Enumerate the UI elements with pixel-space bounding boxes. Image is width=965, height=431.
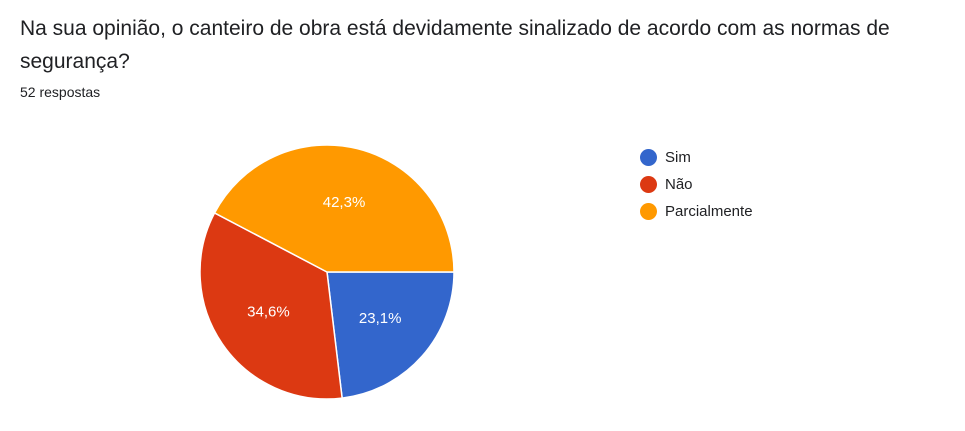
legend-item-sim[interactable]: Sim — [640, 144, 753, 171]
legend-item-não[interactable]: Não — [640, 171, 753, 198]
legend-label-sim: Sim — [665, 149, 691, 166]
legend-swatch-sim — [640, 149, 657, 166]
question-title: Na sua opinião, o canteiro de obra está … — [20, 17, 890, 73]
pie-slice-sim[interactable] — [326, 271, 455, 399]
legend-label-não: Não — [665, 176, 693, 193]
response-count: 52 respostas — [20, 84, 101, 100]
pie-slice-não[interactable] — [199, 211, 343, 400]
chart-legend: Sim Não Parcialmente — [640, 144, 753, 225]
legend-swatch-não — [640, 176, 657, 193]
pie-slice-parcialmente[interactable] — [213, 144, 455, 273]
pie-label-parcialmente: 42,3% — [323, 194, 366, 211]
legend-label-parcialmente: Parcialmente — [665, 203, 753, 220]
legend-swatch-parcialmente — [640, 203, 657, 220]
legend-item-parcialmente[interactable]: Parcialmente — [640, 198, 753, 225]
pie-label-não: 34,6% — [247, 303, 290, 320]
pie-label-sim: 23,1% — [359, 310, 402, 327]
